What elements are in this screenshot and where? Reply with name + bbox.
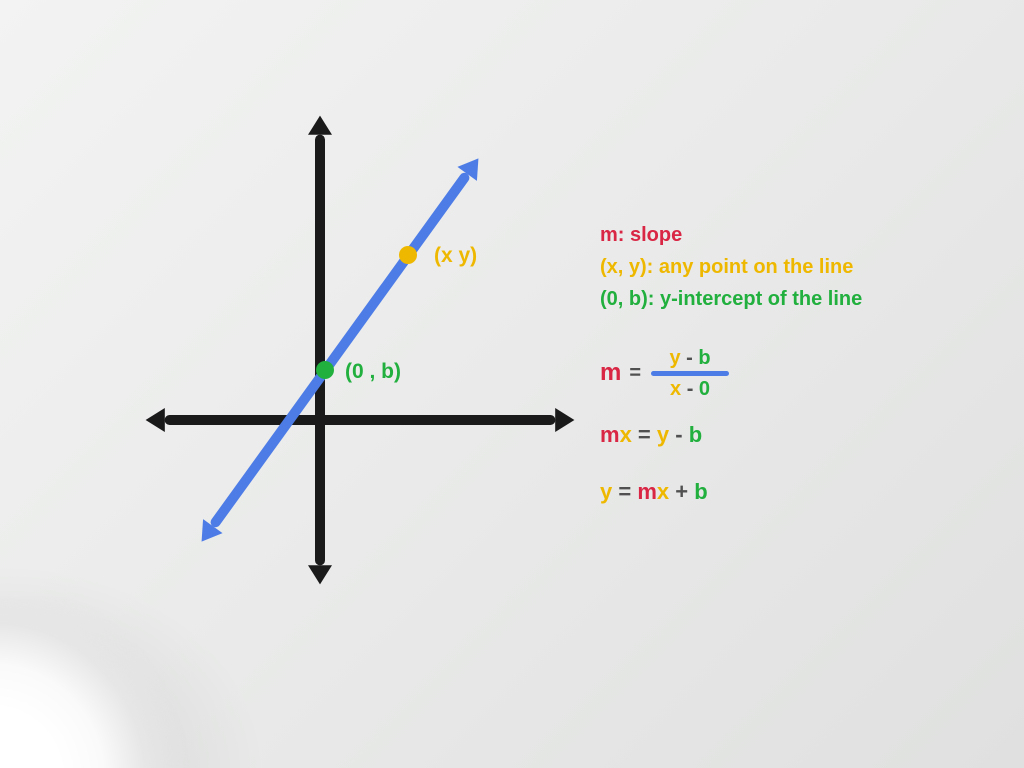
page-curl-icon <box>0 598 210 768</box>
eq1-den-token-1: - <box>681 378 699 400</box>
eq3-token-2: m <box>637 475 657 508</box>
eq2-token-1: x <box>620 418 632 451</box>
eq1-den-token-2: 0 <box>699 378 710 400</box>
y-axis-arrow-end <box>308 116 332 135</box>
eq1-num-token-2: b <box>698 347 710 369</box>
point-0 <box>316 361 334 379</box>
x-axis-arrow-start <box>146 408 165 432</box>
slope-line-line <box>216 178 465 522</box>
legend-panel: m: slope (x, y): any point on the line (… <box>600 220 1000 508</box>
eq1-den-token-0: x <box>670 378 681 400</box>
eq1-fraction: y - b x - 0 <box>651 347 729 400</box>
eq2-token-5: b <box>689 418 702 451</box>
point-label-1: (x y) <box>434 244 477 267</box>
eq1-equals: = <box>629 358 641 388</box>
page: (0 , b) (x y) m: slope (x, y): any point … <box>0 0 1024 768</box>
x-axis-arrow-end <box>555 408 574 432</box>
eq1-m: m <box>600 355 621 391</box>
equation-y-eq-mx-plus-b: y = mx + b <box>600 475 1000 508</box>
eq1-num-token-0: y <box>669 347 680 369</box>
point-1 <box>399 246 417 264</box>
eq2-token-0: m <box>600 418 620 451</box>
eq3-token-3: x <box>657 475 669 508</box>
y-axis-arrow-start <box>308 565 332 584</box>
eq3-token-4: + <box>669 475 694 508</box>
legend-0b-intercept: (0, b): y-intercept of the line <box>600 284 1000 314</box>
page-curl-shadow <box>0 568 260 768</box>
eq2-token-4: - <box>669 418 689 451</box>
eq3-token-5: b <box>694 475 707 508</box>
eq2-token-3: y <box>657 418 669 451</box>
equation-slope-fraction: m = y - b x - 0 <box>600 344 1000 402</box>
point-label-0: (0 , b) <box>345 360 401 383</box>
eq2-token-2: = <box>632 418 657 451</box>
eq3-token-0: y <box>600 475 612 508</box>
legend-m-slope: m: slope <box>600 220 1000 250</box>
eq3-token-1: = <box>612 475 637 508</box>
graph-svg: (0 , b) (x y) <box>140 110 580 590</box>
eq1-num-token-1: - <box>681 347 699 369</box>
legend-xy-point: (x, y): any point on the line <box>600 252 1000 282</box>
coordinate-graph: (0 , b) (x y) <box>140 110 580 590</box>
equation-mx-eq-y-minus-b: mx = y - b <box>600 418 1000 451</box>
fraction-bar <box>651 371 729 376</box>
